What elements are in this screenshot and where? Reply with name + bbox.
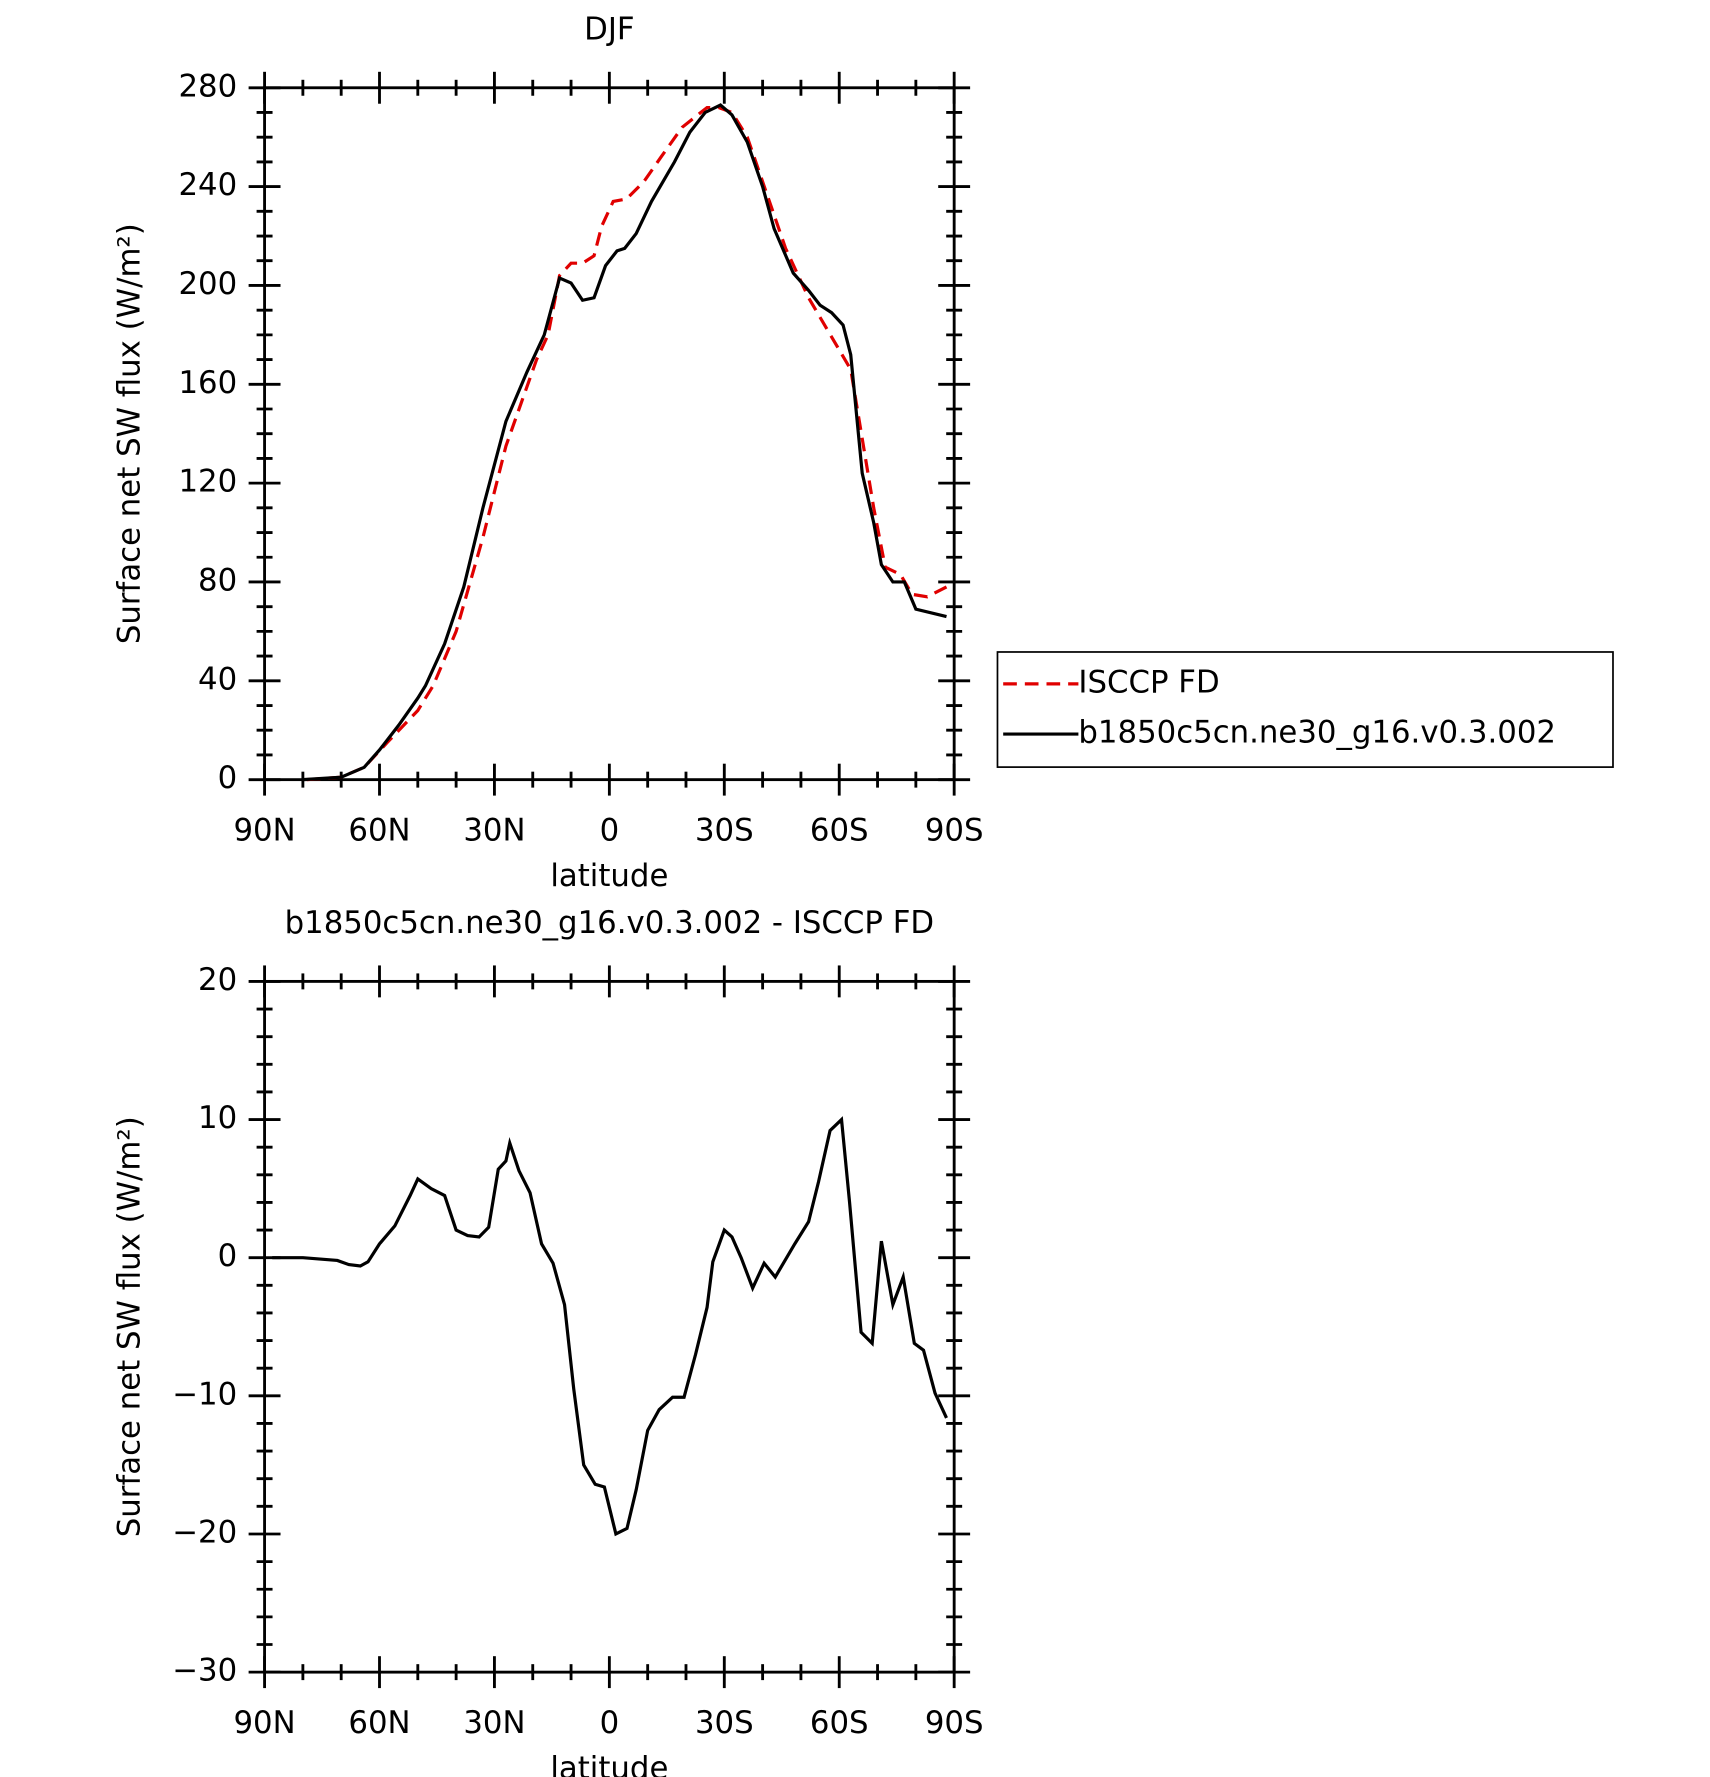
x-tick-label: 60S	[810, 813, 869, 849]
x-tick-label: 90N	[233, 1705, 295, 1741]
x-tick-label: 60S	[810, 1705, 869, 1741]
y-tick-label: 80	[198, 562, 237, 598]
plot-frame	[263, 979, 956, 1674]
y-tick-label: −30	[172, 1653, 237, 1689]
x-tick-label: 30N	[463, 813, 525, 849]
y-tick-label: 240	[178, 167, 237, 203]
x-tick-label: 30N	[463, 1705, 525, 1741]
y-tick-label: 120	[178, 464, 237, 500]
x-tick-label: 0	[600, 813, 620, 849]
y-tick-label: 40	[198, 661, 237, 697]
x-tick-label: 30S	[695, 813, 754, 849]
x-axis-label: latitude	[550, 858, 668, 894]
y-tick-label: −20	[172, 1514, 237, 1550]
y-tick-label: 20	[198, 962, 237, 998]
series-line	[306, 105, 948, 782]
x-tick-label: 60N	[348, 813, 410, 849]
x-tick-label: 60N	[348, 1705, 410, 1741]
legend-label: b1850c5cn.ne30_g16.v0.3.002	[1078, 715, 1556, 751]
plot-frame	[263, 86, 956, 782]
x-tick-label: 0	[600, 1705, 620, 1741]
y-axis-label: Surface net SW flux (W/m²)	[112, 1116, 148, 1537]
series-line	[302, 103, 947, 782]
x-tick-label: 90S	[925, 813, 984, 849]
legend-box	[996, 651, 1614, 768]
y-tick-label: 200	[178, 266, 237, 302]
y-tick-label: 0	[218, 1238, 238, 1274]
y-tick-label: 280	[178, 68, 237, 104]
chart-title: b1850c5cn.ne30_g16.v0.3.002 - ISCCP FD	[285, 905, 935, 941]
x-tick-label: 90S	[925, 1705, 984, 1741]
series-line	[272, 1116, 948, 1537]
x-axis-label: latitude	[550, 1751, 668, 1777]
x-tick-label: 30S	[695, 1705, 754, 1741]
chart-title: DJF	[584, 11, 634, 47]
x-tick-label: 90N	[233, 813, 295, 849]
y-tick-label: 160	[178, 365, 237, 401]
legend-label: ISCCP FD	[1078, 664, 1219, 700]
y-tick-label: 0	[218, 760, 238, 796]
y-tick-label: −10	[172, 1376, 237, 1412]
y-axis-label: Surface net SW flux (W/m²)	[112, 223, 148, 644]
y-tick-label: 10	[198, 1100, 237, 1136]
